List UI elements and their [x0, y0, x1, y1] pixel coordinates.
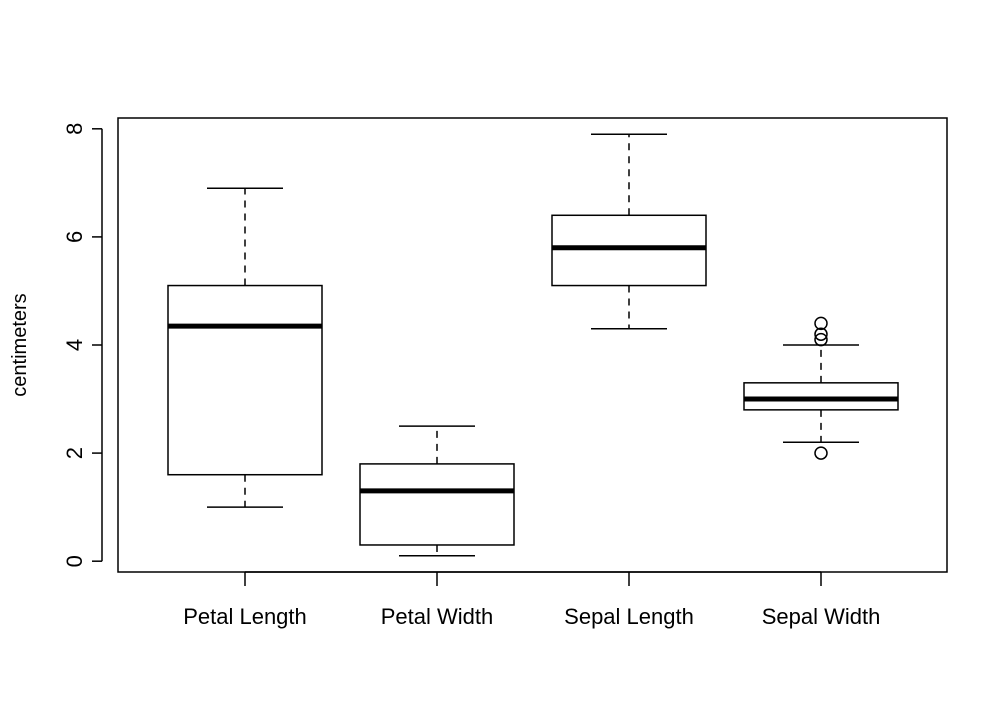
y-axis-label: centimeters — [9, 293, 31, 396]
y-tick-label: 4 — [62, 339, 87, 351]
x-axis: Petal Length Petal Width Sepal Length Sepal… — [183, 571, 881, 629]
box-sepal-length — [551, 133, 707, 330]
outlier-point — [814, 446, 828, 460]
iqr-box — [167, 284, 323, 476]
outlier-point — [814, 332, 828, 347]
y-tick-label: 2 — [62, 447, 87, 459]
x-tick-label: Petal Width — [381, 604, 494, 629]
boxes-group — [167, 133, 899, 557]
y-tick-label: 8 — [62, 123, 87, 135]
iqr-box — [551, 214, 707, 287]
outlier-point — [814, 316, 828, 331]
y-axis: 0 2 4 6 8 — [62, 123, 103, 567]
iqr-box — [359, 463, 515, 546]
x-tick-label: Sepal Length — [564, 604, 694, 629]
box-petal-length — [167, 187, 323, 508]
x-tick-label: Petal Length — [183, 604, 307, 629]
y-tick-label: 6 — [62, 231, 87, 243]
outlier-point — [814, 327, 828, 341]
x-tick-label: Sepal Width — [762, 604, 881, 629]
iqr-box — [743, 382, 899, 411]
box-sepal-width — [743, 316, 899, 460]
y-tick-label: 0 — [62, 555, 87, 567]
box-petal-width — [359, 425, 515, 557]
